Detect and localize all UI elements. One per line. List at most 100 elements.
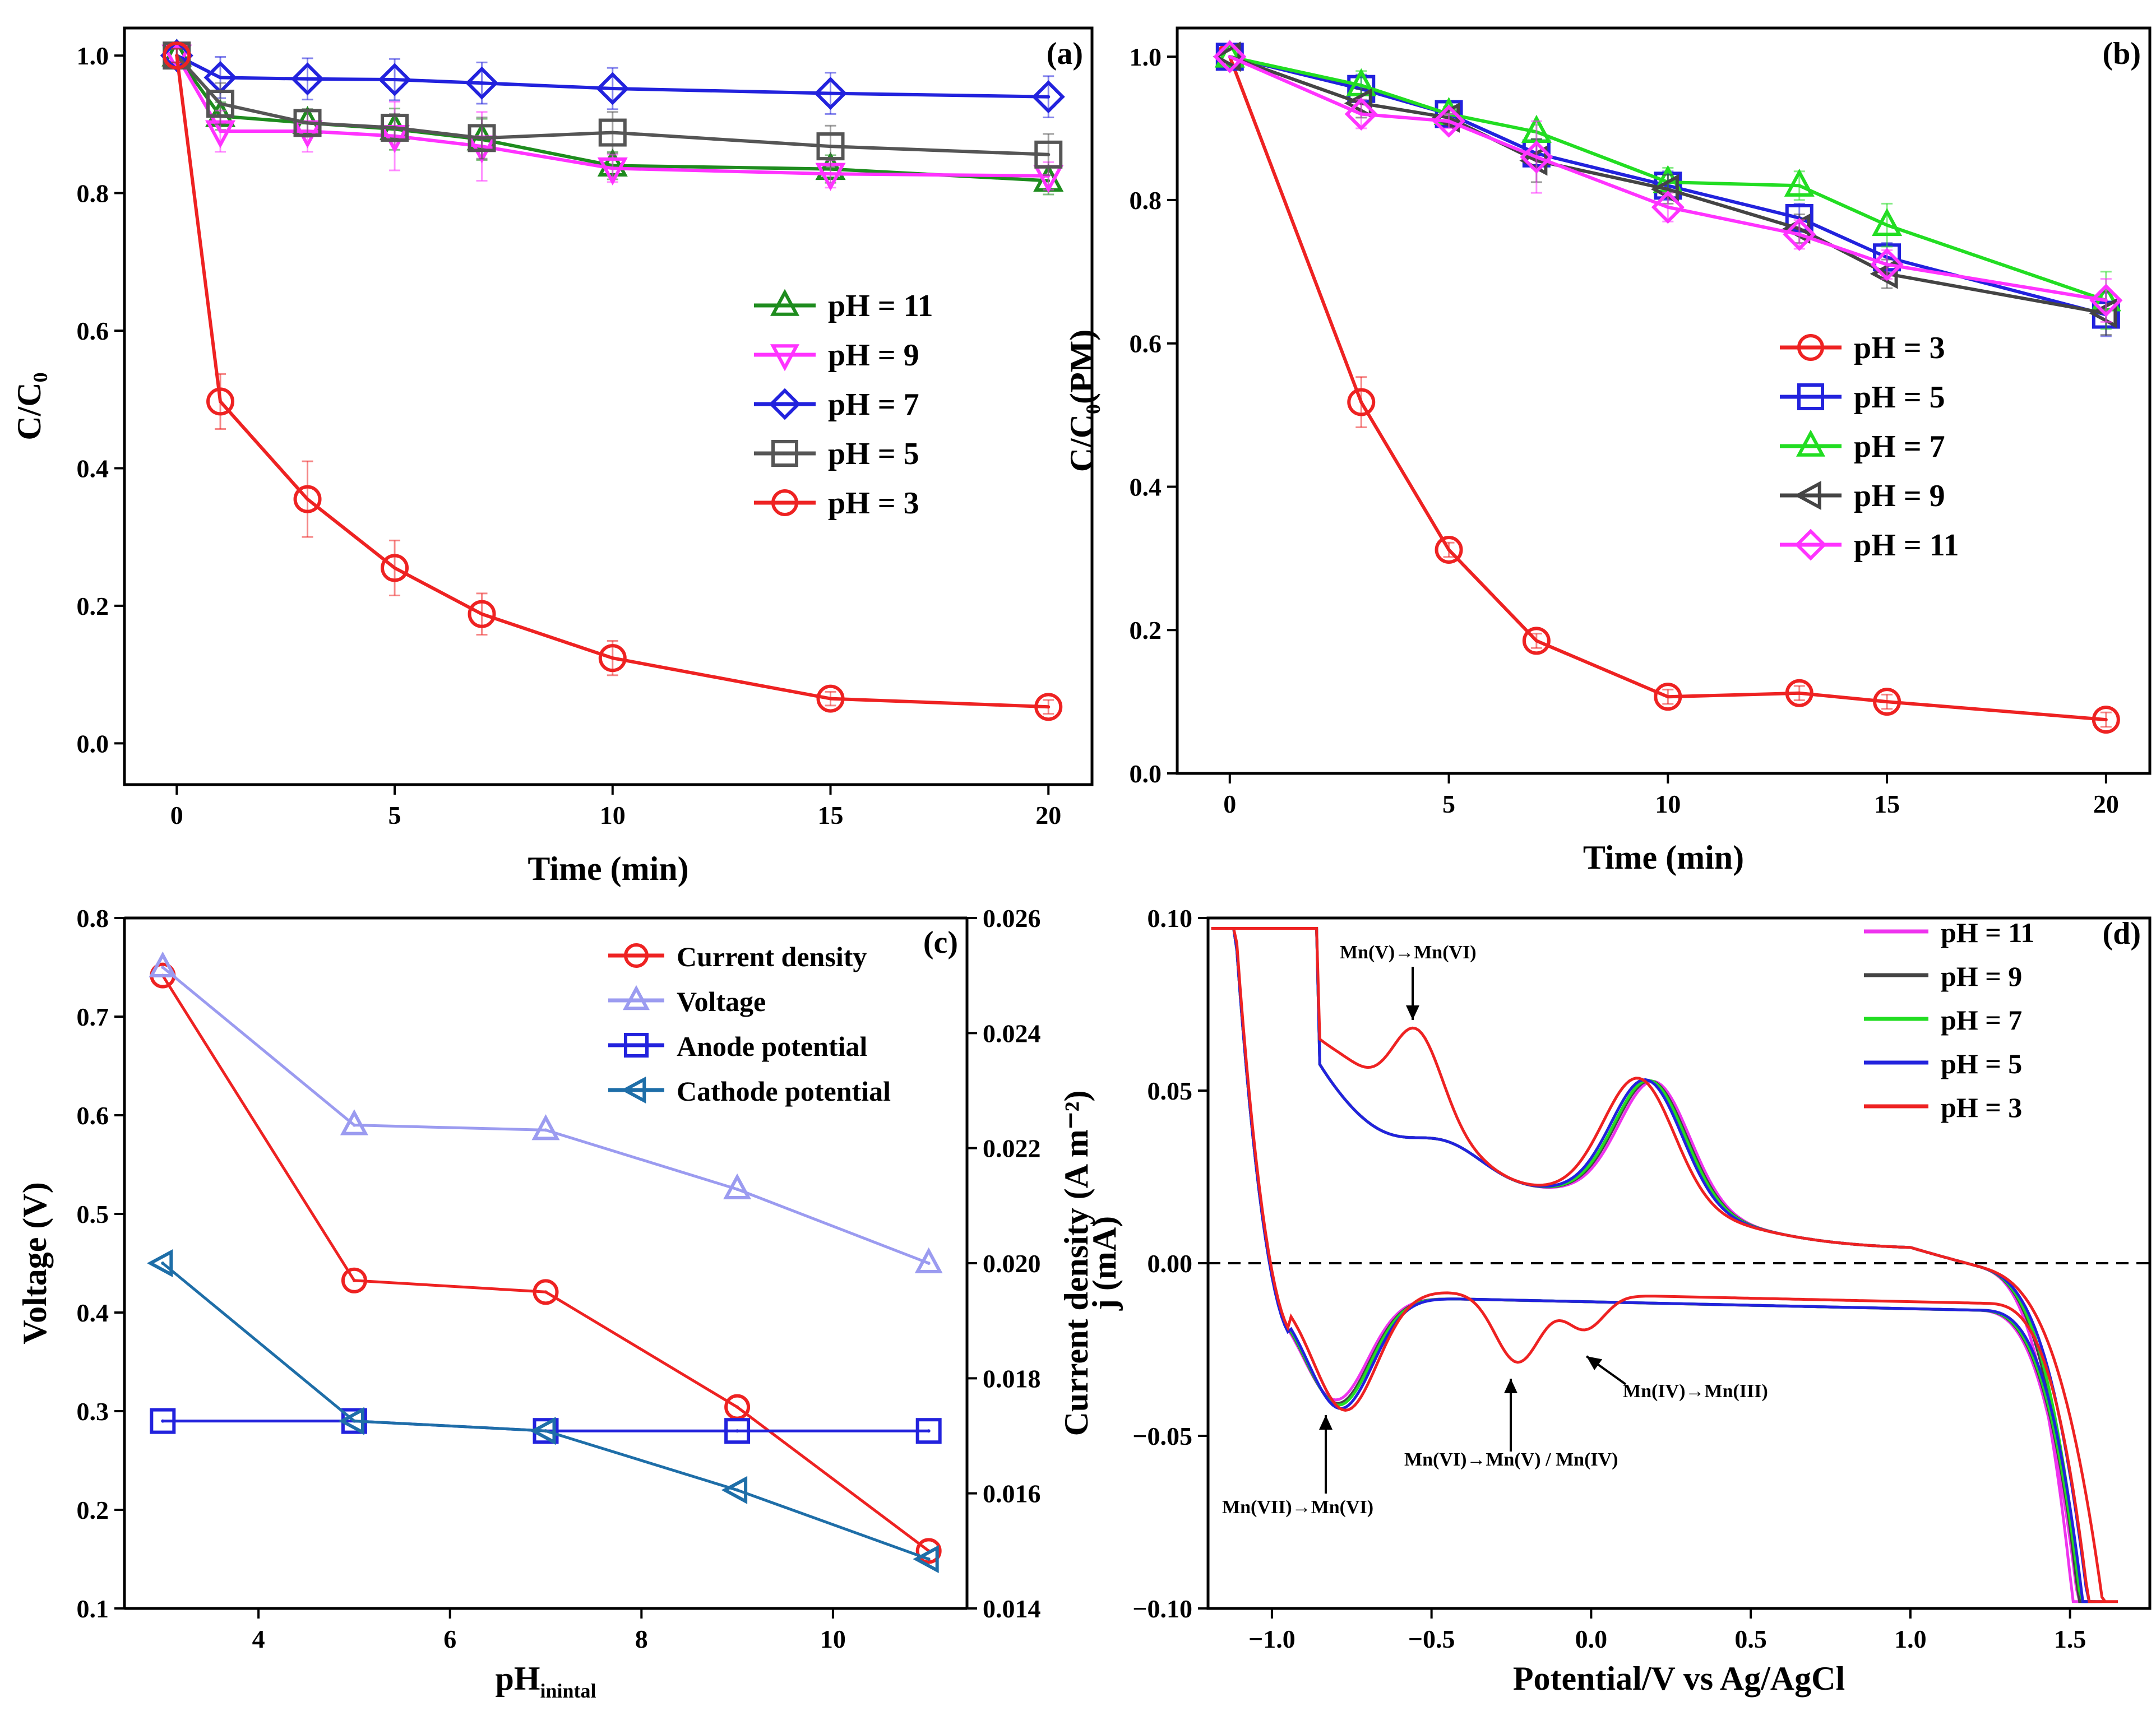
panel-a-legend-marker-dot	[783, 402, 786, 406]
panel-a-legend-label: pH = 3	[828, 486, 919, 521]
panel-c-data-point	[340, 1109, 368, 1135]
panel-a-data-point	[206, 90, 235, 118]
panel-b-data-point-dot	[1666, 187, 1670, 191]
panel-b-xlabel: Time (min)	[1583, 839, 1744, 876]
panel-c-ylabel-right: Current density (A m⁻²)	[1058, 1091, 1095, 1436]
panel-b-ytick-label: 0.8	[1130, 186, 1162, 215]
panel-b-data-point	[1213, 41, 1241, 72]
panel-b-ytick-label: 1.0	[1130, 43, 1162, 71]
panel-a-series-pH5	[163, 41, 1063, 177]
panel-a-data-point	[381, 554, 409, 582]
panel-a-data-point	[1034, 693, 1063, 721]
panel-a-data-point	[816, 132, 845, 161]
panel-c-legend-marker	[621, 1076, 646, 1104]
panel-c-data-point-dot	[735, 1405, 739, 1409]
panel-b-data-point-dot	[1359, 112, 1363, 116]
panel-a-ytick-label: 0.4	[77, 454, 109, 483]
panel-a-legend-label: pH = 7	[828, 387, 919, 422]
panel-c-legend-label: Anode potential	[677, 1031, 867, 1062]
panel-a-data-point-dot	[829, 172, 832, 176]
panel-c-xlabel-sub: inintal	[540, 1680, 596, 1702]
panel-c-xlabel: pHinintal	[495, 1660, 596, 1702]
panel-d-xlabel: Potential/V vs Ag/AgCl	[1513, 1660, 1845, 1697]
panel-b-legend-label: pH = 9	[1854, 479, 1945, 513]
panel-d-letter: (d)	[2103, 916, 2141, 951]
panel-c-data-point	[531, 1114, 560, 1140]
panel-a-data-point	[160, 39, 193, 72]
panel-a-data-point	[381, 113, 409, 142]
panel-a-series-pH3	[163, 41, 1063, 721]
panel-b-ytick-label: 0.0	[1130, 759, 1162, 788]
panel-a-data-point-dot	[306, 77, 309, 81]
panel-b-series-line	[1229, 55, 2107, 317]
panel-b-data-point-dot	[2104, 298, 2108, 302]
panel-d-cv-curve-pH3	[1211, 927, 2118, 1603]
panel-a-data-point-dot	[610, 166, 614, 170]
panel-b-data-point-dot	[1666, 695, 1670, 699]
panel-b-ytick-label: 0.4	[1130, 472, 1162, 501]
panel-a-legend-marker-dot	[783, 501, 786, 504]
panel-a-data-point-dot	[610, 656, 614, 660]
panel-b-data-point	[1870, 258, 1898, 289]
panel-c-letter: (c)	[923, 925, 958, 960]
panel-d-legend-label: pH = 9	[1941, 961, 2022, 992]
panel-a-xtick-label: 20	[1035, 801, 1061, 829]
panel-b-data-point-dot	[1359, 84, 1363, 87]
panel-a-data-point	[163, 41, 191, 70]
panel-b-data-point-dot	[1797, 233, 1801, 237]
panel-a-data-point-dot	[393, 78, 397, 82]
panel-a-ytick-label: 0.6	[77, 317, 109, 345]
panel-b-legend-marker	[1794, 480, 1821, 511]
panel-a-data-point	[206, 387, 235, 416]
panel-b-frame	[1176, 26, 2152, 775]
panel-c-data-point-dot	[927, 1557, 931, 1561]
panel-a-data-point-dot	[393, 566, 397, 570]
panel-c-data-point	[913, 1545, 939, 1574]
panel-a-data-point-dot	[480, 81, 484, 85]
panel-c-legend-marker	[624, 943, 649, 968]
panel-a-legend-label: pH = 9	[828, 338, 919, 373]
panel-a-xlabel: Time (min)	[528, 850, 688, 887]
panel-c-data-point	[915, 1418, 942, 1444]
panel-a: 0 5 10 15 20 0.0 0.2 0.4 0.6 0.8 1.0 pH = 11 pH = 9 p…	[11, 26, 1094, 887]
panel-c-ytick-label-right: 0.022	[983, 1134, 1041, 1163]
panel-c-series-line	[161, 1262, 929, 1561]
panel-a-legend-label: pH = 11	[828, 289, 933, 323]
panel-c-data-point	[721, 1476, 748, 1504]
panel-c-data-point-dot	[544, 1290, 548, 1294]
panel-b-data-point	[1873, 688, 1901, 716]
panel-a-data-point	[465, 66, 499, 100]
panel-c-ytick-label: 0.1	[77, 1594, 109, 1623]
panel-a-legend-marker	[770, 344, 800, 372]
panel-d-ytick-label: −0.05	[1132, 1422, 1192, 1450]
panel-d-legend-label: pH = 3	[1941, 1092, 2022, 1123]
panel-d-xtick-label: 0.0	[1575, 1625, 1608, 1653]
panel-b-data-point	[2089, 284, 2123, 317]
panel-a-data-point-dot	[610, 131, 614, 135]
panel-c-ytick-label: 0.6	[77, 1101, 109, 1130]
panel-b-legend-label: pH = 3	[1854, 331, 1945, 365]
panel-a-data-point	[813, 77, 848, 110]
panel-a-letter: (a)	[1047, 36, 1083, 71]
panel-a-data-point	[596, 72, 630, 105]
panel-b-data-point	[1432, 104, 1466, 138]
panel-c-xlabel-main: pH	[495, 1660, 540, 1697]
panel-b-data-point	[1783, 217, 1816, 251]
panel-c-legend-marker	[624, 1033, 649, 1058]
panel-d-annotation: Mn(IV)→Mn(III)	[1623, 1381, 1768, 1402]
panel-a-data-point-dot	[829, 145, 832, 149]
panel-a-data-point-dot	[175, 54, 179, 58]
panel-d-ytick-label: 0.00	[1148, 1249, 1193, 1278]
panel-c-data-point	[147, 1249, 173, 1278]
panel-b-data-point	[2089, 298, 2117, 329]
panel-b-data-point	[1784, 168, 1815, 197]
panel-c-ytick-label: 0.5	[77, 1200, 109, 1228]
panel-b-data-point-dot	[1447, 548, 1451, 551]
panel-c-legend-marker-dot	[635, 999, 638, 1002]
panel-b-xtick-label: 5	[1442, 790, 1455, 818]
panel-b-data-point-dot	[1797, 184, 1801, 188]
panel-c-data-point-dot	[352, 1419, 356, 1423]
panel-b-data-point	[1785, 679, 1813, 707]
panel-a-data-point	[598, 644, 627, 673]
panel-a-data-point-dot	[829, 91, 832, 95]
